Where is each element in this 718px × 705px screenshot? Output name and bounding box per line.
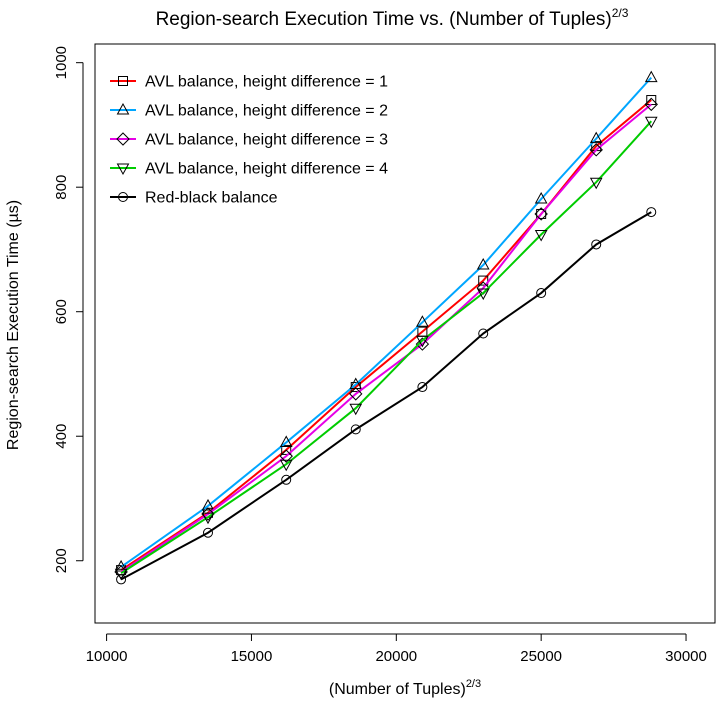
series-4 (114, 116, 658, 581)
y-tick-label: 200 (53, 548, 70, 573)
x-axis: 10000 15000 20000 25000 30000 (86, 633, 707, 665)
data-point (201, 507, 215, 521)
legend-marker (118, 192, 128, 202)
data-point (279, 435, 293, 447)
chart-title: Region-search Execution Time vs. (Number… (156, 6, 629, 30)
legend-label: AVL balance, height difference = 3 (145, 132, 388, 149)
series-layer (114, 70, 658, 585)
series-5 (116, 207, 657, 585)
data-point (478, 275, 489, 286)
legend-marker (116, 163, 130, 176)
legend-item: AVL balance, height difference = 4 (110, 161, 388, 178)
series-3 (114, 97, 658, 579)
legend: AVL balance, height difference = 1 AVL ba… (110, 74, 388, 207)
data-point (350, 424, 361, 435)
legend-item: AVL balance, height difference = 1 (110, 74, 388, 91)
legend-label: Red-black balance (145, 190, 278, 207)
data-point (589, 177, 603, 190)
legend-item: AVL balance, height difference = 2 (110, 103, 388, 120)
series-line (120, 99, 652, 571)
data-point (116, 574, 127, 585)
data-point (589, 143, 603, 157)
data-point (534, 207, 548, 221)
data-point (644, 116, 658, 129)
x-axis-label: (Number of Tuples)2/3 (329, 678, 481, 698)
data-point (644, 97, 658, 112)
data-point (646, 207, 657, 218)
legend-item: AVL balance, height difference = 3 (110, 132, 388, 149)
data-point (417, 382, 428, 393)
x-axis-label-superscript: 2/3 (466, 678, 481, 690)
data-point (201, 498, 215, 511)
x-tick-label: 15000 (231, 648, 273, 665)
data-point (644, 70, 658, 83)
data-point (349, 387, 363, 401)
data-point (416, 315, 429, 327)
chart-title-superscript: 2/3 (612, 6, 629, 20)
legend-label: AVL balance, height difference = 2 (145, 103, 388, 120)
series-line (120, 120, 653, 575)
data-point (534, 191, 548, 204)
legend-marker (116, 132, 130, 146)
legend-label: AVL balance, height difference = 1 (145, 74, 388, 91)
data-point (114, 568, 128, 581)
y-tick-label: 1000 (53, 46, 70, 79)
x-tick-label: 20000 (375, 648, 417, 665)
data-point (476, 257, 490, 270)
legend-item: Red-black balance (110, 190, 278, 207)
data-point (536, 208, 547, 219)
data-point (281, 444, 292, 455)
data-point (281, 474, 292, 485)
y-tick-label: 800 (53, 175, 70, 200)
series-line (120, 211, 652, 581)
y-axis: 200 400 600 800 1000 (53, 46, 84, 573)
legend-marker (116, 102, 130, 115)
data-point (416, 335, 429, 348)
y-axis-label: Region-search Execution Time (µs) (5, 200, 22, 450)
y-tick-label: 400 (53, 424, 70, 449)
data-point (476, 288, 490, 301)
data-point (202, 527, 213, 538)
x-tick-label: 10000 (86, 648, 128, 665)
data-point (534, 230, 548, 242)
data-point (589, 131, 603, 144)
data-point (591, 239, 602, 250)
data-point (349, 403, 363, 416)
x-tick-label: 25000 (520, 648, 562, 665)
data-point (201, 512, 215, 525)
x-tick-label: 30000 (665, 648, 707, 665)
data-point (279, 459, 293, 472)
data-point (536, 288, 547, 299)
data-point (279, 449, 293, 463)
data-point (478, 328, 489, 339)
series-line (120, 76, 653, 568)
y-tick-label: 600 (53, 299, 70, 324)
series-2 (114, 70, 658, 572)
plot-area-frame (94, 43, 716, 624)
legend-label: AVL balance, height difference = 4 (145, 161, 388, 178)
data-point (415, 337, 430, 351)
series-line (120, 103, 652, 573)
legend-marker (118, 76, 128, 86)
